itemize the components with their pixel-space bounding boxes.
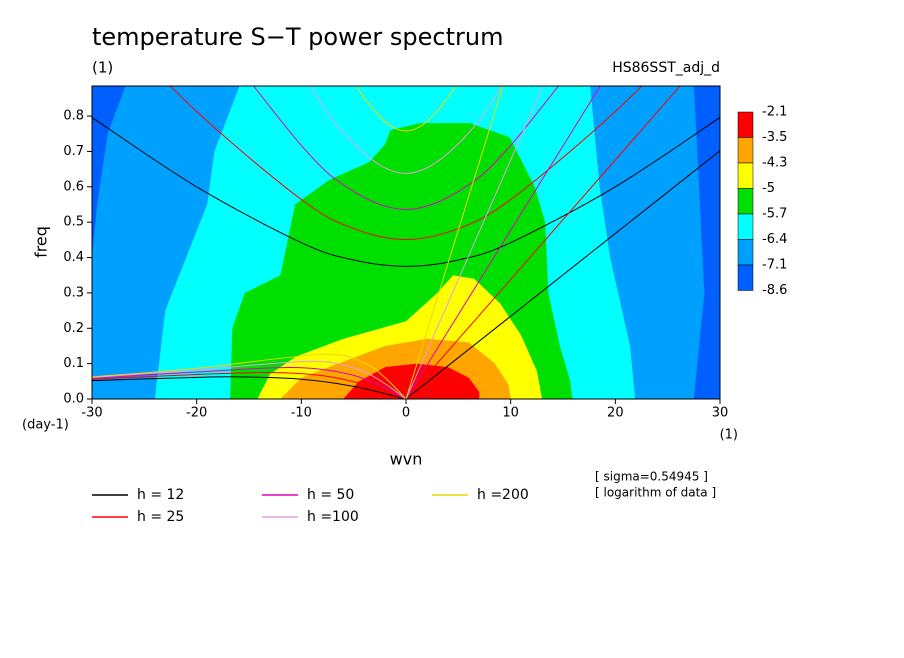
colorbar-label: -3.5 — [762, 130, 787, 145]
legend-label: h = 12 — [137, 487, 184, 503]
colorbar-label: -7.1 — [762, 258, 787, 273]
dispersion-curve — [405, 86, 681, 399]
colorbar-label: -4.3 — [762, 156, 787, 171]
colorbar-label: -5.7 — [762, 207, 787, 222]
y-tick-label: 0.7 — [63, 144, 84, 159]
y-unit: (day-1) — [22, 418, 69, 433]
dispersion-curve — [252, 86, 560, 210]
colorbar-box — [737, 137, 754, 164]
colorbar-label: -8.6 — [762, 283, 787, 298]
y-tick-label: 0.0 — [63, 392, 84, 407]
dispersion-curve — [405, 86, 601, 399]
dispersion-curve — [92, 376, 407, 399]
x-tick-label: -10 — [291, 406, 312, 421]
y-tick-label: 0.8 — [63, 109, 84, 124]
dispersion-curve — [355, 86, 457, 132]
y-axis-label: freq — [32, 226, 51, 258]
x-axis-label: wvn — [390, 450, 423, 469]
chart-title: temperature S−T power spectrum — [92, 23, 504, 51]
legend-label: h =100 — [307, 509, 359, 525]
dispersion-curve — [405, 150, 720, 399]
y-tick-label: 0.3 — [63, 285, 84, 300]
legend-label: h = 25 — [137, 509, 184, 525]
x-unit: (1) — [720, 428, 738, 443]
y-tick-label: 0.5 — [63, 215, 84, 230]
colorbar-box — [737, 111, 754, 138]
note: [ logarithm of data ] — [595, 486, 716, 500]
y-tick-label: 0.2 — [63, 321, 84, 336]
x-tick-label: -20 — [186, 406, 207, 421]
dispersion-curve — [405, 86, 544, 399]
y-tick-label: 0.6 — [63, 179, 84, 194]
dispersion-curve — [405, 86, 504, 399]
dispersion-curve — [92, 117, 720, 267]
colorbar-box — [737, 239, 754, 266]
y-tick-label: 0.4 — [63, 250, 84, 265]
dataset-label: HS86SST_adj_d — [612, 60, 720, 76]
dispersion-curve — [92, 360, 407, 399]
colorbar-box — [737, 188, 754, 215]
plot-area — [92, 86, 720, 399]
x-tick-label: 30 — [712, 406, 729, 421]
dispersion-curve — [92, 371, 407, 399]
dispersion-curve — [92, 367, 407, 399]
y-tick-label: 0.1 — [63, 356, 84, 371]
legend-label: h =200 — [477, 487, 529, 503]
colorbar-box — [737, 162, 754, 189]
chart-subtitle: (1) — [92, 59, 113, 77]
colorbar-box — [737, 213, 754, 240]
colorbar-label: -6.4 — [762, 232, 787, 247]
x-tick-label: -30 — [81, 406, 102, 421]
dispersion-curve — [92, 353, 407, 399]
legend-label: h = 50 — [307, 487, 354, 503]
x-tick-label: 20 — [607, 406, 624, 421]
dispersion-curve — [169, 86, 643, 240]
x-tick-label: 0 — [402, 406, 410, 421]
x-tick-label: 10 — [502, 406, 519, 421]
colorbar-label: -2.1 — [762, 105, 787, 120]
colorbar-box — [737, 264, 754, 291]
colorbar-label: -5 — [762, 181, 775, 196]
dispersion-curve — [309, 86, 503, 174]
note: [ sigma=0.54945 ] — [595, 470, 708, 484]
